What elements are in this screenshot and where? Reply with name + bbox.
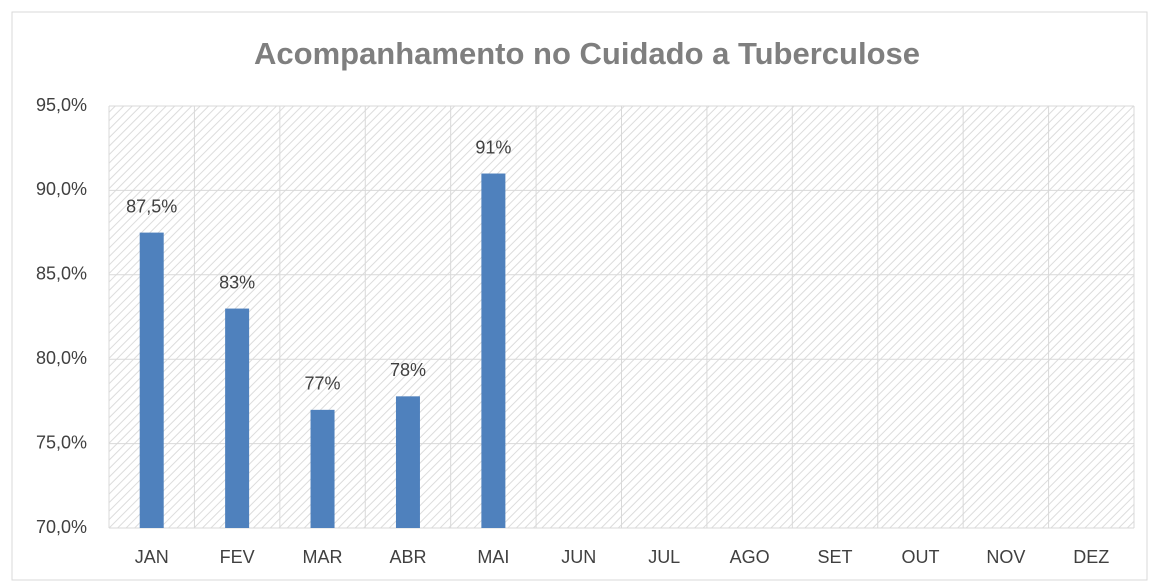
y-tick-label: 70,0%: [36, 517, 87, 537]
bar: [310, 409, 335, 528]
y-tick-label: 90,0%: [36, 179, 87, 199]
x-tick-label: AGO: [730, 547, 770, 567]
y-tick-label: 80,0%: [36, 348, 87, 368]
x-tick-label: MAI: [477, 547, 509, 567]
x-tick-label: MAR: [303, 547, 343, 567]
chart-title: Acompanhamento no Cuidado a Tuberculose: [254, 36, 920, 71]
x-tick-label: FEV: [220, 547, 255, 567]
y-tick-label: 95,0%: [36, 95, 87, 115]
bar: [225, 308, 250, 528]
x-tick-label: JUL: [648, 547, 680, 567]
x-tick-label: DEZ: [1073, 547, 1109, 567]
y-tick-label: 85,0%: [36, 264, 87, 284]
data-label: 77%: [305, 374, 341, 394]
x-tick-label: JUN: [561, 547, 596, 567]
data-label: 87,5%: [126, 196, 177, 216]
x-tick-label: ABR: [389, 547, 426, 567]
x-tick-label: NOV: [986, 547, 1025, 567]
data-label: 78%: [390, 360, 426, 380]
x-tick-label: OUT: [901, 547, 939, 567]
x-tick-label: JAN: [135, 547, 169, 567]
x-tick-label: SET: [818, 547, 853, 567]
bar: [395, 396, 420, 528]
data-label: 83%: [219, 272, 255, 292]
data-label: 91%: [475, 137, 511, 157]
y-tick-label: 75,0%: [36, 432, 87, 452]
bar: [481, 173, 506, 528]
bar: [139, 232, 164, 528]
